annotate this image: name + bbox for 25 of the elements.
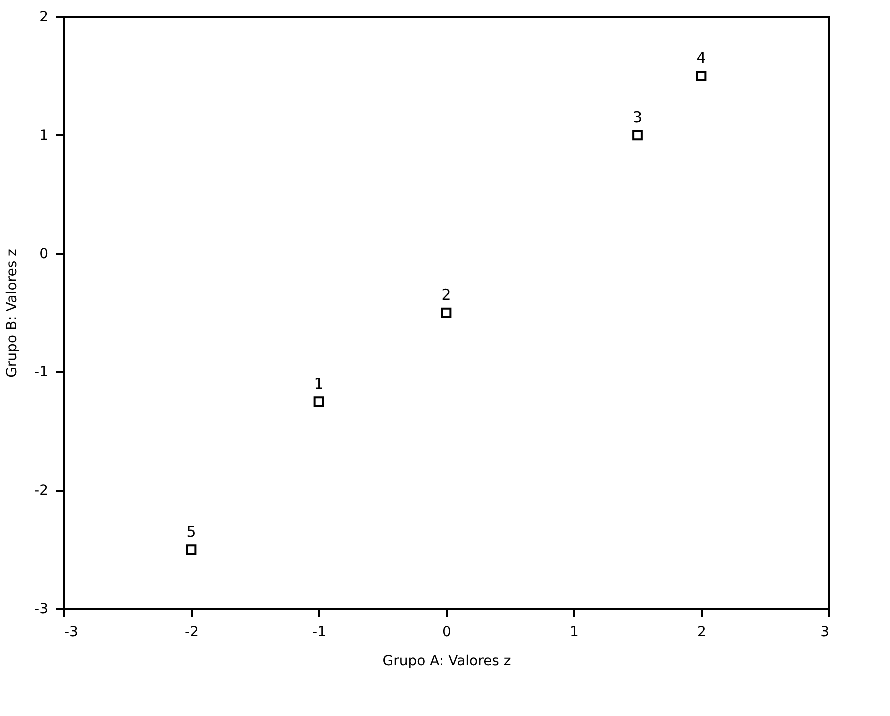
annotation: 3 bbox=[632, 108, 643, 126]
y-tick-label: -3 bbox=[34, 602, 48, 618]
x-tick-label: 3 bbox=[820, 624, 830, 640]
x-tick-label: 1 bbox=[570, 624, 579, 640]
x-axis-title: Grupo A: Valores z bbox=[382, 654, 512, 670]
point bbox=[314, 396, 324, 407]
y-tick-label: 2 bbox=[40, 10, 48, 26]
point bbox=[441, 308, 452, 318]
x-tick-label: 0 bbox=[442, 624, 452, 640]
y-axis-title: Grupo B: Valores z bbox=[4, 249, 21, 378]
x-tick-label: -3 bbox=[64, 624, 78, 640]
annotation: 5 bbox=[186, 522, 196, 541]
annotation: 1 bbox=[314, 374, 324, 393]
y-tick-label: -1 bbox=[34, 364, 48, 381]
y-tick-label: 1 bbox=[40, 128, 48, 144]
y-tick-label: 0 bbox=[40, 246, 48, 262]
point bbox=[696, 71, 707, 82]
y-tick-label: -2 bbox=[34, 483, 48, 500]
x-tick-label: -2 bbox=[185, 624, 199, 640]
point bbox=[186, 544, 197, 555]
annotation: 4 bbox=[696, 49, 706, 68]
x-tick-label: 2 bbox=[698, 624, 706, 640]
point bbox=[632, 130, 643, 141]
annotation: 2 bbox=[442, 286, 452, 304]
x-tick-label: -1 bbox=[312, 624, 326, 640]
